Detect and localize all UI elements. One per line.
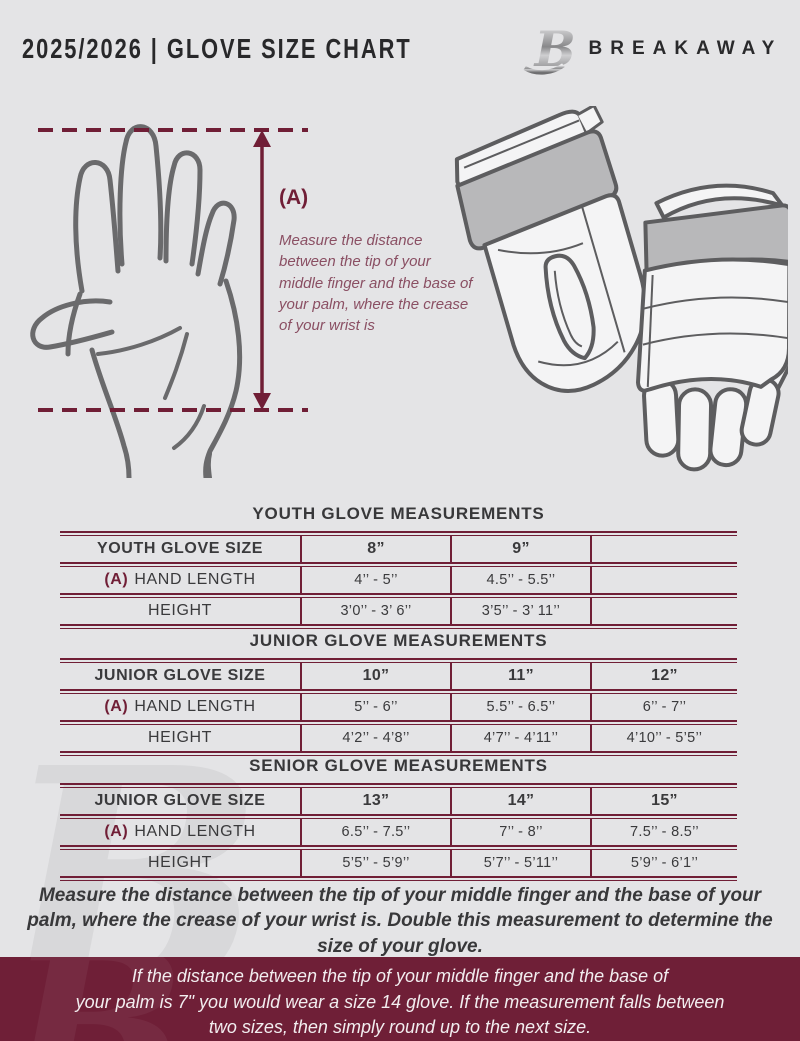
measure-instructions: Measure the distance between the tip of … (279, 232, 473, 335)
table-divider (60, 624, 737, 629)
table-title: YOUTH GLOVE MEASUREMENTS (252, 504, 545, 523)
measure-label-a: (A) (279, 186, 309, 209)
size-cell: 8” (300, 536, 450, 562)
table-divider (60, 531, 737, 536)
height-cell: 3’0’’ - 3’ 6’’ (300, 598, 450, 624)
measuring-note: Measure the distance between the tip of … (24, 883, 776, 959)
size-cell: 13” (300, 788, 450, 814)
size-cell: 12” (590, 663, 737, 689)
a-prefix: (A) (104, 571, 129, 588)
hand-length-cell (590, 567, 737, 593)
senior-size-table: JUNIOR GLOVE SIZE 13” 14” 15” (A) HAND L… (60, 783, 737, 881)
height-cell: 4’2’’ - 4’8’’ (300, 725, 450, 751)
hand-length-cell: 7.5’’ - 8.5’’ (590, 819, 737, 845)
height-cell: 3’5’’ - 3’ 11’’ (450, 598, 590, 624)
hand-length-label: (A) HAND LENGTH (60, 694, 300, 720)
row-label-text: HAND LENGTH (134, 823, 256, 840)
height-cell: 5’7’’ - 5’11’’ (450, 850, 590, 876)
hand-length-label: (A) HAND LENGTH (60, 819, 300, 845)
size-cell (590, 536, 737, 562)
banner-watermark-b-icon: B (8, 957, 186, 1041)
size-cell: 14” (450, 788, 590, 814)
hand-length-cell: 5’’ - 6’’ (300, 694, 450, 720)
table-row: HEIGHT 4’2’’ - 4’8’’ 4’7’’ - 4’11’’ 4’10… (60, 725, 737, 751)
height-label: HEIGHT (147, 854, 213, 871)
table-row: JUNIOR GLOVE SIZE 10” 11” 12” (60, 663, 737, 689)
table-divider (60, 658, 737, 663)
table-row: YOUTH GLOVE SIZE 8” 9” (60, 536, 737, 562)
table-row: HEIGHT 3’0’’ - 3’ 6’’ 3’5’’ - 3’ 11’’ (60, 598, 737, 624)
table-divider (60, 720, 737, 725)
table-row: (A) HAND LENGTH 5’’ - 6’’ 5.5’’ - 6.5’’ … (60, 694, 737, 720)
youth-measurements-section: YOUTH GLOVE MEASUREMENTS YOUTH GLOVE SIZ… (60, 504, 737, 629)
table-divider (60, 751, 737, 756)
header: 2025/2026 | GLOVE SIZE CHART B BREAKAWAY (22, 21, 774, 77)
size-cell: 15” (590, 788, 737, 814)
hand-length-cell: 6.5’’ - 7.5’’ (300, 819, 450, 845)
hand-length-label: (A) HAND LENGTH (60, 567, 300, 593)
table-divider (60, 689, 737, 694)
measurement-arrow-icon (38, 128, 308, 412)
table-row: (A) HAND LENGTH 6.5’’ - 7.5’’ 7’’ - 8’’ … (60, 819, 737, 845)
hand-length-cell: 4.5’’ - 5.5’’ (450, 567, 590, 593)
size-cell: 10” (300, 663, 450, 689)
brand-name: BREAKAWAY (588, 38, 783, 59)
table-divider (60, 876, 737, 881)
height-label: HEIGHT (147, 729, 213, 746)
hand-outline-icon (30, 124, 243, 478)
row-label-text: HAND LENGTH (134, 698, 256, 715)
note-line: Measure the distance between the tip of … (38, 885, 762, 906)
banner-line: If the distance between the tip of your … (131, 966, 669, 986)
table-divider (60, 845, 737, 850)
size-row-label: JUNIOR GLOVE SIZE (94, 792, 266, 809)
hand-length-cell: 7’’ - 8’’ (450, 819, 590, 845)
height-cell: 5’9’’ - 6’1’’ (590, 850, 737, 876)
table-title: JUNIOR GLOVE MEASUREMENTS (249, 631, 548, 650)
height-cell: 4’10’’ - 5’5’’ (590, 725, 737, 751)
brand-logo: B BREAKAWAY (522, 21, 783, 77)
page-title: 2025/2026 | GLOVE SIZE CHART (22, 33, 412, 64)
size-row-label: JUNIOR GLOVE SIZE (94, 667, 266, 684)
hand-length-cell: 4’’ - 5’’ (300, 567, 450, 593)
table-divider (60, 562, 737, 567)
junior-size-table: JUNIOR GLOVE SIZE 10” 11” 12” (A) HAND L… (60, 658, 737, 756)
hockey-gloves-icon (454, 106, 788, 472)
height-cell: 5’5’’ - 5’9’’ (300, 850, 450, 876)
junior-measurements-section: JUNIOR GLOVE MEASUREMENTS JUNIOR GLOVE S… (60, 631, 737, 756)
table-row: (A) HAND LENGTH 4’’ - 5’’ 4.5’’ - 5.5’’ (60, 567, 737, 593)
senior-measurements-section: SENIOR GLOVE MEASUREMENTS JUNIOR GLOVE S… (60, 756, 737, 881)
banner-line: your palm is 7" you would wear a size 14… (75, 991, 725, 1012)
size-row-label: YOUTH GLOVE SIZE (96, 540, 264, 557)
size-cell: 9” (450, 536, 590, 562)
note-line: palm, where the crease of your wrist is.… (27, 910, 773, 932)
height-cell: 4’7’’ - 4’11’’ (450, 725, 590, 751)
a-prefix: (A) (104, 698, 129, 715)
row-label-text: HAND LENGTH (134, 571, 256, 588)
height-cell (590, 598, 737, 624)
table-row: HEIGHT 5’5’’ - 5’9’’ 5’7’’ - 5’11’’ 5’9’… (60, 850, 737, 876)
table-row: JUNIOR GLOVE SIZE 13” 14” 15” (60, 788, 737, 814)
breakaway-b-monogram-icon: B (523, 21, 575, 77)
youth-size-table: YOUTH GLOVE SIZE 8” 9” (A) HAND LENGTH 4… (60, 531, 737, 629)
banner-line: two sizes, then simply round up to the n… (208, 1017, 592, 1038)
height-label: HEIGHT (147, 602, 213, 619)
note-line: size of your glove. (317, 935, 483, 957)
table-divider (60, 814, 737, 819)
hand-length-cell: 6’’ - 7’’ (590, 694, 737, 720)
table-divider (60, 783, 737, 788)
table-title: SENIOR GLOVE MEASUREMENTS (249, 756, 548, 775)
sizing-tip-banner: B If the distance between the tip of you… (0, 957, 800, 1041)
table-divider (60, 593, 737, 598)
a-prefix: (A) (104, 823, 129, 840)
hand-length-cell: 5.5’’ - 6.5’’ (450, 694, 590, 720)
size-cell: 11” (450, 663, 590, 689)
